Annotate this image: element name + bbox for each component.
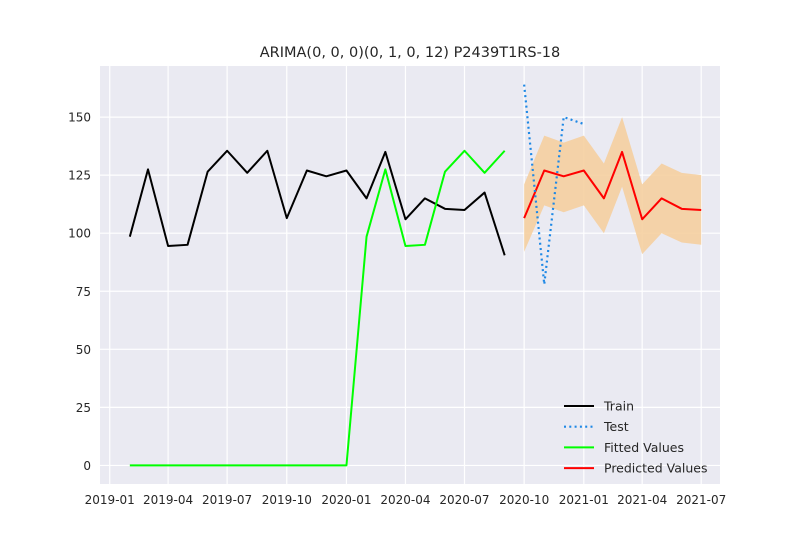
legend-label: Predicted Values — [604, 461, 708, 476]
y-tick-label: 25 — [76, 401, 91, 415]
y-tick-label: 100 — [68, 227, 91, 241]
y-tick-label: 75 — [76, 285, 91, 299]
x-tick-label: 2019-04 — [143, 493, 193, 507]
confidence-band-layer — [524, 117, 702, 255]
x-tick-label: 2020-04 — [380, 493, 430, 507]
series-layer — [128, 84, 702, 467]
legend-label: Test — [603, 419, 629, 434]
legend: Train Test Fitted Values Predicted Values — [564, 399, 708, 476]
tick-labels: 2019-01 2019-04 2019-07 2019-10 2020-01 2020-… — [68, 111, 726, 507]
x-tick-label: 2021-07 — [676, 493, 726, 507]
x-tick-label: 2019-07 — [202, 493, 252, 507]
y-tick-label: 0 — [83, 459, 91, 473]
x-tick-label: 2019-10 — [262, 493, 312, 507]
confidence-band — [524, 117, 702, 255]
chart-title: ARIMA(0, 0, 0)(0, 1, 0, 12) P2439T1RS-18 — [260, 45, 561, 61]
legend-label: Fitted Values — [604, 440, 684, 455]
y-tick-label: 50 — [76, 343, 91, 357]
series-fitted-values — [129, 149, 506, 467]
x-tick-label: 2019-01 — [85, 493, 135, 507]
x-tick-label: 2021-01 — [559, 493, 609, 507]
series-train — [128, 149, 506, 256]
x-tick-label: 2020-07 — [439, 493, 489, 507]
x-tick-label: 2020-10 — [499, 493, 549, 507]
series-predicted-values — [523, 150, 702, 221]
x-tick-label: 2020-01 — [321, 493, 371, 507]
y-tick-label: 125 — [68, 169, 91, 183]
x-tick-label: 2021-04 — [617, 493, 667, 507]
y-tick-label: 150 — [68, 111, 91, 125]
legend-label: Train — [603, 399, 634, 414]
